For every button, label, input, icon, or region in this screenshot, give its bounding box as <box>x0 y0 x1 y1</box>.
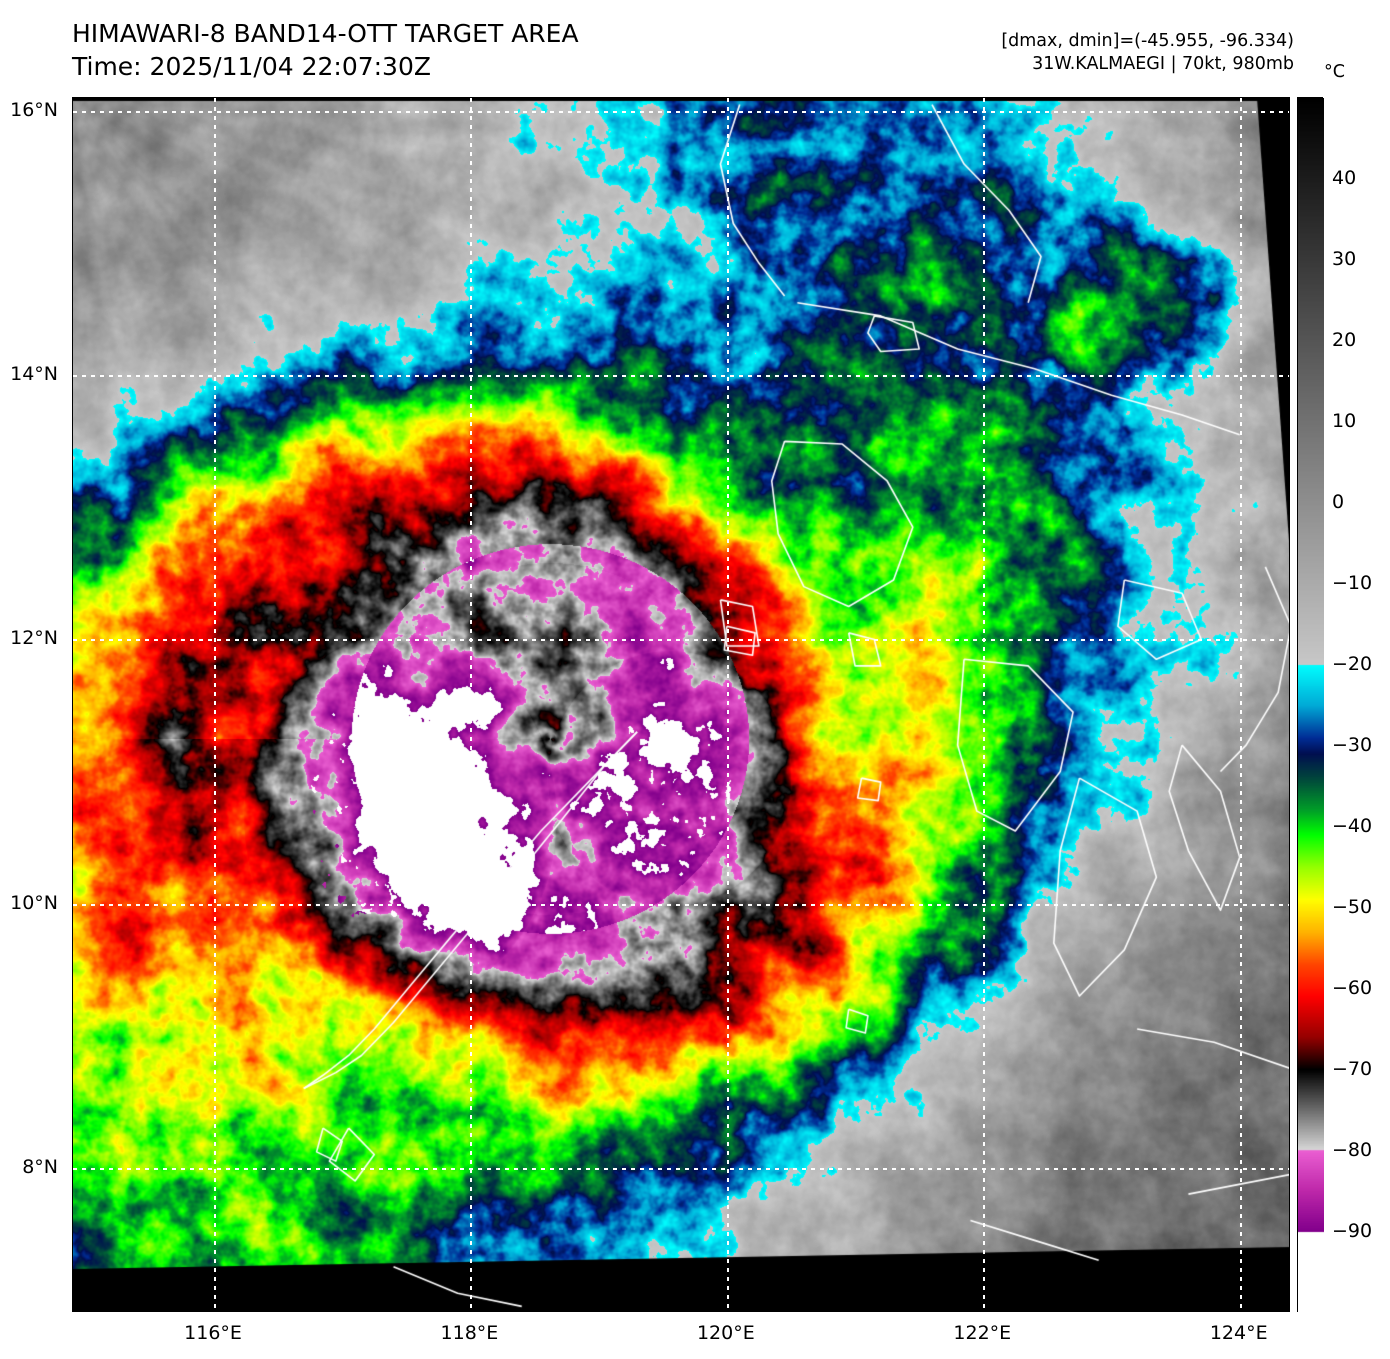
latitude-tick-label: 8°N <box>22 1155 58 1178</box>
colorbar-tick-label: −60 <box>1332 977 1373 999</box>
satellite-image-plot[interactable]: Copyright © 2020-2025 Dapiya <box>72 97 1290 1312</box>
longitude-tick-label: 120°E <box>696 1322 755 1344</box>
latitude-tick-label: 10°N <box>10 891 58 914</box>
colorbar-tick-label: −80 <box>1332 1139 1373 1161</box>
infrared-heatmap-canvas <box>73 98 1289 1311</box>
title-block: HIMAWARI-8 BAND14-OTT TARGET AREA Time: … <box>72 18 579 83</box>
colorbar-tick-label: 30 <box>1332 248 1357 270</box>
longitude-tick-label: 118°E <box>440 1322 499 1344</box>
latitude-tick-label: 12°N <box>10 627 58 650</box>
storm-label: 31W.KALMAEGI | 70kt, 980mb <box>1032 54 1294 75</box>
metadata-block: [dmax, dmin]=(-45.955, -96.334) 31W.KALM… <box>1001 30 1294 76</box>
dminmax-label: [dmax, dmin]=(-45.955, -96.334) <box>1001 31 1294 51</box>
colorbar-tick-label: −30 <box>1332 734 1373 756</box>
longitude-tick-label: 124°E <box>1209 1322 1268 1344</box>
temperature-colorbar[interactable] <box>1297 97 1324 1313</box>
colorbar-tick-label: −70 <box>1332 1058 1373 1080</box>
latitude-tick-label: 16°N <box>10 99 58 122</box>
colorbar-unit-label: °C <box>1324 62 1345 82</box>
colorbar-tick-label: −50 <box>1332 896 1373 918</box>
colorbar-tick-label: −20 <box>1332 653 1373 675</box>
colorbar-tick-label: −90 <box>1332 1220 1373 1242</box>
colorbar-tick-label: −10 <box>1332 572 1373 594</box>
longitude-tick-label: 122°E <box>953 1322 1012 1344</box>
colorbar-gradient <box>1298 98 1324 1313</box>
colorbar-tick-label: 10 <box>1332 410 1357 432</box>
colorbar-tick-label: 40 <box>1332 167 1357 189</box>
page-title: HIMAWARI-8 BAND14-OTT TARGET AREA <box>72 19 579 48</box>
colorbar-tick-label: −40 <box>1332 815 1373 837</box>
colorbar-tick-label: 20 <box>1332 329 1357 351</box>
latitude-tick-label: 14°N <box>10 363 58 386</box>
longitude-tick-label: 116°E <box>184 1322 242 1344</box>
timestamp-line: Time: 2025/11/04 22:07:30Z <box>72 51 431 81</box>
colorbar-tick-label: 0 <box>1332 491 1345 513</box>
